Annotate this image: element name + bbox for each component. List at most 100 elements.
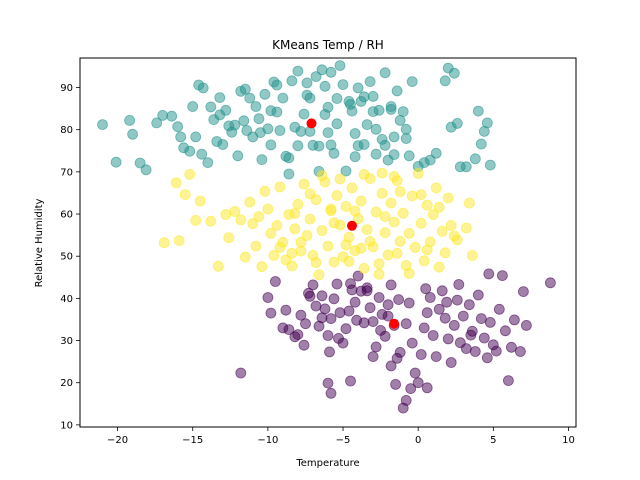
cluster-0-point xyxy=(463,299,475,311)
cluster-0-point xyxy=(295,309,307,321)
cluster-1-point xyxy=(361,119,373,130)
cluster-1-point xyxy=(196,148,208,160)
cluster-1-point xyxy=(403,150,415,162)
cluster-0-point xyxy=(483,268,495,280)
cluster-2-point xyxy=(190,214,202,226)
cluster-1-point xyxy=(217,139,229,150)
cluster-0-point xyxy=(334,307,346,319)
cluster-0-point xyxy=(430,351,442,363)
cluster-1-point xyxy=(202,157,214,169)
cluster-2-points xyxy=(158,167,478,281)
cluster-0-point xyxy=(298,339,310,351)
cluster-2-point xyxy=(184,168,196,180)
cluster-0-point xyxy=(280,304,292,316)
x-tick-label: 10 xyxy=(562,435,575,446)
cluster-2-point xyxy=(334,173,346,185)
cluster-1-point xyxy=(214,92,226,103)
cluster-2-point xyxy=(436,225,448,237)
cluster-1-point xyxy=(460,161,472,173)
x-axis-label: Temperature xyxy=(295,458,359,469)
cluster-2-point xyxy=(391,247,403,259)
cluster-1-point xyxy=(184,145,196,157)
cluster-2-point xyxy=(298,178,310,190)
cluster-0-point xyxy=(325,313,337,325)
cluster-2-point xyxy=(439,247,451,259)
cluster-1-point xyxy=(301,77,313,89)
cluster-1-point xyxy=(340,165,352,177)
cluster-0-point xyxy=(367,351,379,363)
cluster-1-point xyxy=(277,92,289,104)
cluster-0-point xyxy=(406,337,418,349)
cluster-2-point xyxy=(394,235,406,247)
cluster-1-point xyxy=(484,159,496,171)
cluster-1-point xyxy=(391,85,403,97)
cluster-2-point xyxy=(235,214,247,226)
cluster-0-point xyxy=(303,287,314,299)
cluster-0-point xyxy=(265,307,277,319)
cluster-1-point xyxy=(352,82,364,94)
cluster-0-point xyxy=(457,310,469,322)
cluster-0-point xyxy=(385,279,397,291)
cluster-2-point xyxy=(259,185,271,197)
cluster-2-point xyxy=(292,198,304,210)
cluster-0-point xyxy=(316,290,328,302)
cluster-1-point xyxy=(256,154,268,166)
cluster-0-point xyxy=(349,296,361,308)
centroid-1 xyxy=(347,220,357,231)
cluster-0-point xyxy=(493,303,505,315)
cluster-0-point xyxy=(502,375,514,387)
cluster-2-point xyxy=(370,206,382,218)
cluster-0-point xyxy=(343,305,355,317)
cluster-1-point xyxy=(310,71,322,82)
chart-title: KMeans Temp / RH xyxy=(272,38,384,52)
cluster-0-point xyxy=(424,292,436,303)
cluster-2-point xyxy=(239,251,251,263)
x-tick-label: −15 xyxy=(182,435,203,446)
cluster-2-point xyxy=(256,261,268,273)
cluster-0-point xyxy=(421,307,433,319)
cluster-0-point xyxy=(421,382,433,394)
cluster-0-point xyxy=(322,377,334,389)
cluster-1-point xyxy=(304,92,316,104)
cluster-2-point xyxy=(415,189,427,201)
cluster-0-point xyxy=(509,314,520,326)
y-tick-label: 70 xyxy=(60,167,73,178)
y-tick-label: 80 xyxy=(60,125,73,136)
cluster-0-point xyxy=(346,284,358,296)
cluster-2-point xyxy=(328,217,340,229)
cluster-0-point xyxy=(375,324,387,336)
cluster-0-point xyxy=(484,316,496,328)
cluster-1-point xyxy=(97,119,108,130)
cluster-2-point xyxy=(194,195,206,207)
cluster-0-point xyxy=(499,325,511,337)
cluster-2-point xyxy=(358,168,370,180)
cluster-0-point xyxy=(472,289,484,301)
cluster-1-point xyxy=(345,99,356,110)
centroid-2 xyxy=(389,318,400,329)
cluster-1-point xyxy=(175,131,187,143)
cluster-2-point xyxy=(433,261,445,273)
cluster-2-point xyxy=(415,217,427,229)
cluster-2-point xyxy=(427,209,439,220)
cluster-2-point xyxy=(250,240,262,252)
x-tick-label: −5 xyxy=(336,435,351,446)
cluster-2-point xyxy=(271,219,283,231)
cluster-2-point xyxy=(286,260,298,272)
cluster-2-point xyxy=(448,230,460,242)
cluster-2-point xyxy=(301,230,313,241)
cluster-0-point xyxy=(367,316,379,328)
cluster-2-point xyxy=(460,222,472,234)
cluster-2-point xyxy=(364,235,376,247)
cluster-2-point xyxy=(430,182,442,194)
cluster-1-point xyxy=(379,67,391,79)
cluster-1-point xyxy=(481,117,493,129)
cluster-2-point xyxy=(304,188,316,200)
cluster-0-point xyxy=(403,297,415,309)
cluster-1-point xyxy=(298,108,310,120)
cluster-0-point xyxy=(382,310,394,322)
x-tick-label: −10 xyxy=(257,435,278,446)
cluster-1-point xyxy=(250,101,262,112)
cluster-2-point xyxy=(247,218,259,230)
x-tick-label: 0 xyxy=(415,435,421,446)
